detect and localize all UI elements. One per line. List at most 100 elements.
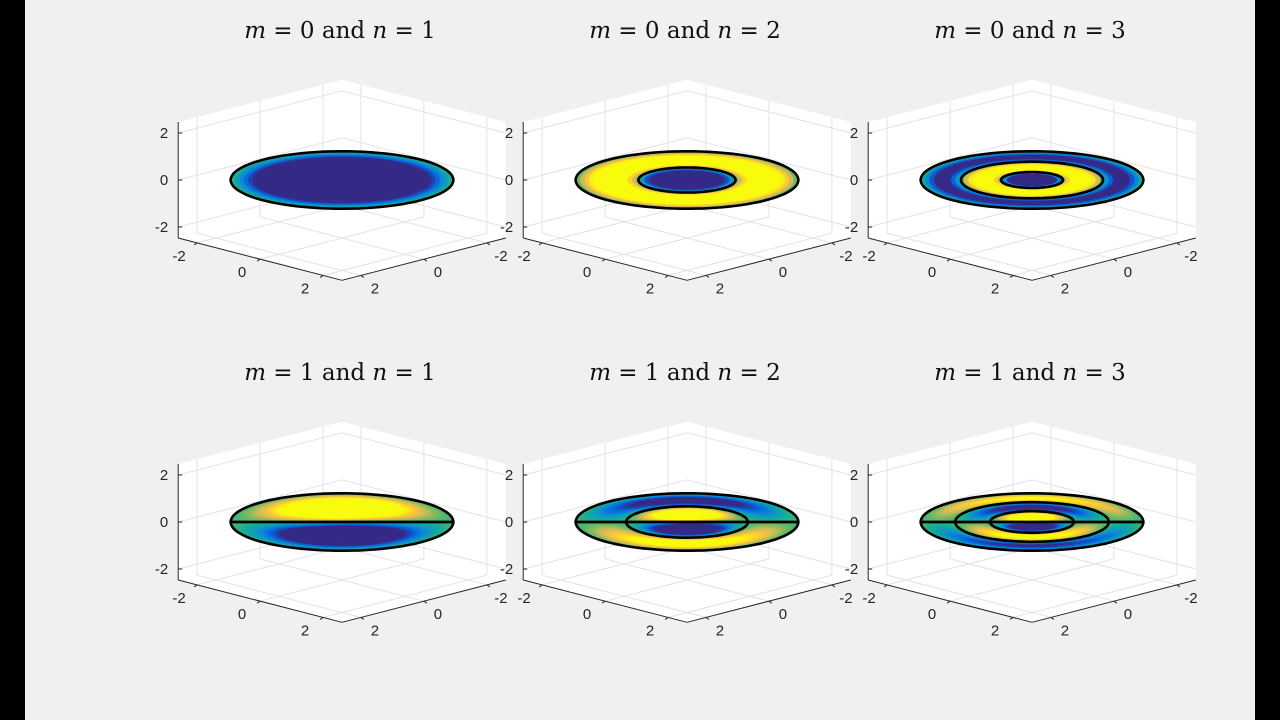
surface-patch bbox=[234, 179, 240, 183]
title-separator: = bbox=[611, 18, 645, 44]
axes-3d: -202-202-202 bbox=[155, 79, 508, 297]
y-tick bbox=[831, 242, 836, 246]
subplot-title: m = 0 and n = 3 bbox=[830, 18, 1230, 44]
x-tick bbox=[946, 258, 951, 262]
z-tick-label: -2 bbox=[155, 219, 168, 236]
title-conj: and bbox=[1011, 18, 1056, 44]
surface-patch bbox=[243, 179, 249, 183]
grid-line bbox=[178, 137, 343, 181]
grid-line bbox=[686, 137, 851, 181]
x-tick-label: 2 bbox=[991, 280, 999, 297]
title-var-m: m bbox=[244, 18, 266, 44]
y-tick bbox=[423, 258, 428, 262]
grid-line bbox=[196, 232, 362, 276]
title-conj: and bbox=[321, 18, 366, 44]
x-tick-label: 2 bbox=[301, 280, 309, 297]
x-tick-label: -2 bbox=[517, 248, 530, 265]
y-tick bbox=[1050, 274, 1055, 278]
grid-line bbox=[868, 137, 1033, 181]
grid-line bbox=[341, 90, 506, 134]
figure-canvas: m = 0 and n = 1 -2 0 2 -2 0 2 -2 0 2 m = 0 and n =… bbox=[25, 0, 1255, 720]
surface-patch bbox=[579, 179, 585, 183]
surface-patch bbox=[431, 177, 437, 181]
y-tick-label: 2 bbox=[1061, 280, 1069, 297]
title-separator: = bbox=[266, 18, 300, 44]
surface-patch bbox=[238, 179, 245, 183]
surface-patch bbox=[592, 179, 598, 183]
x-tick bbox=[538, 242, 543, 246]
y-axis-line bbox=[341, 237, 506, 281]
x-tick bbox=[1009, 274, 1014, 278]
grid-line bbox=[178, 90, 343, 134]
surface-patch bbox=[784, 177, 791, 181]
title-separator: = bbox=[1077, 18, 1112, 44]
grid-line bbox=[341, 137, 506, 181]
title-separator: = bbox=[732, 18, 767, 44]
x-tick bbox=[193, 242, 198, 246]
title-m-value: 0 bbox=[299, 18, 315, 44]
grid-line bbox=[949, 216, 1115, 260]
y-tick bbox=[705, 274, 710, 278]
title-var-n: n bbox=[717, 18, 733, 44]
title-separator: = bbox=[956, 18, 990, 44]
z-tick-label: 0 bbox=[850, 172, 858, 189]
grid-line bbox=[1012, 232, 1178, 276]
y-tick-label: 2 bbox=[716, 280, 724, 297]
z-tick-label: 2 bbox=[160, 125, 168, 142]
x-tick-label: 0 bbox=[238, 264, 246, 281]
subplot-2: m = 0 and n = 2 -2 0 2 -2 0 2 -2 0 2 bbox=[485, 0, 885, 340]
title-var-n: n bbox=[372, 18, 388, 44]
grid-line bbox=[604, 216, 770, 260]
z-tick-label: 2 bbox=[505, 125, 513, 142]
y-axis-line bbox=[1031, 237, 1196, 281]
surface-patch bbox=[247, 179, 253, 183]
y-tick bbox=[768, 258, 773, 262]
y-tick bbox=[486, 242, 491, 246]
subplot-title: m = 0 and n = 1 bbox=[140, 18, 540, 44]
title-n-value: 1 bbox=[421, 18, 436, 44]
subplot-3: m = 0 and n = 3 -2 0 2 -2 0 2 -2 0 2 bbox=[830, 0, 1230, 340]
z-tick-label: 2 bbox=[850, 125, 858, 142]
x-tick-label: 0 bbox=[583, 264, 591, 281]
y-tick-label: -2 bbox=[494, 248, 507, 265]
x-tick-label: -2 bbox=[172, 248, 185, 265]
grid-line bbox=[886, 232, 1052, 276]
grid-line bbox=[523, 90, 688, 134]
x-axis-line bbox=[523, 237, 688, 281]
x-axis-line bbox=[178, 237, 343, 281]
grid-line bbox=[541, 232, 707, 276]
grid-line bbox=[1031, 137, 1196, 181]
y-tick bbox=[1113, 258, 1118, 262]
grid-line bbox=[667, 232, 833, 276]
surface-patch bbox=[439, 177, 446, 181]
x-tick bbox=[319, 274, 324, 278]
y-tick-label: 2 bbox=[371, 280, 379, 297]
grid-line bbox=[1031, 90, 1196, 134]
surface-patch bbox=[444, 177, 450, 181]
drum-rim bbox=[229, 150, 455, 210]
z-tick-label: -2 bbox=[500, 219, 513, 236]
drum-rim bbox=[574, 150, 800, 210]
y-tick-label: 0 bbox=[1124, 264, 1132, 281]
surface-patch bbox=[780, 177, 786, 181]
drum-surface bbox=[230, 150, 454, 210]
axes-3d: -202-202-202 bbox=[500, 79, 853, 297]
grid-line bbox=[259, 216, 425, 260]
surface-patch bbox=[435, 177, 441, 181]
y-tick-label: -2 bbox=[839, 248, 852, 265]
x-tick bbox=[601, 258, 606, 262]
surface-patch bbox=[776, 177, 782, 181]
title-m-value: 0 bbox=[989, 18, 1005, 44]
title-var-m: m bbox=[934, 18, 956, 44]
x-tick bbox=[664, 274, 669, 278]
x-tick-label: 0 bbox=[928, 264, 936, 281]
x-tick bbox=[883, 242, 888, 246]
y-tick-label: 0 bbox=[779, 264, 787, 281]
subplot-title: m = 0 and n = 2 bbox=[485, 18, 885, 44]
z-tick-label: 0 bbox=[160, 172, 168, 189]
grid-line bbox=[322, 232, 488, 276]
surface-patch bbox=[588, 179, 594, 183]
surface-patch bbox=[583, 179, 590, 183]
x-tick-label: 2 bbox=[646, 280, 654, 297]
y-tick bbox=[1176, 242, 1181, 246]
